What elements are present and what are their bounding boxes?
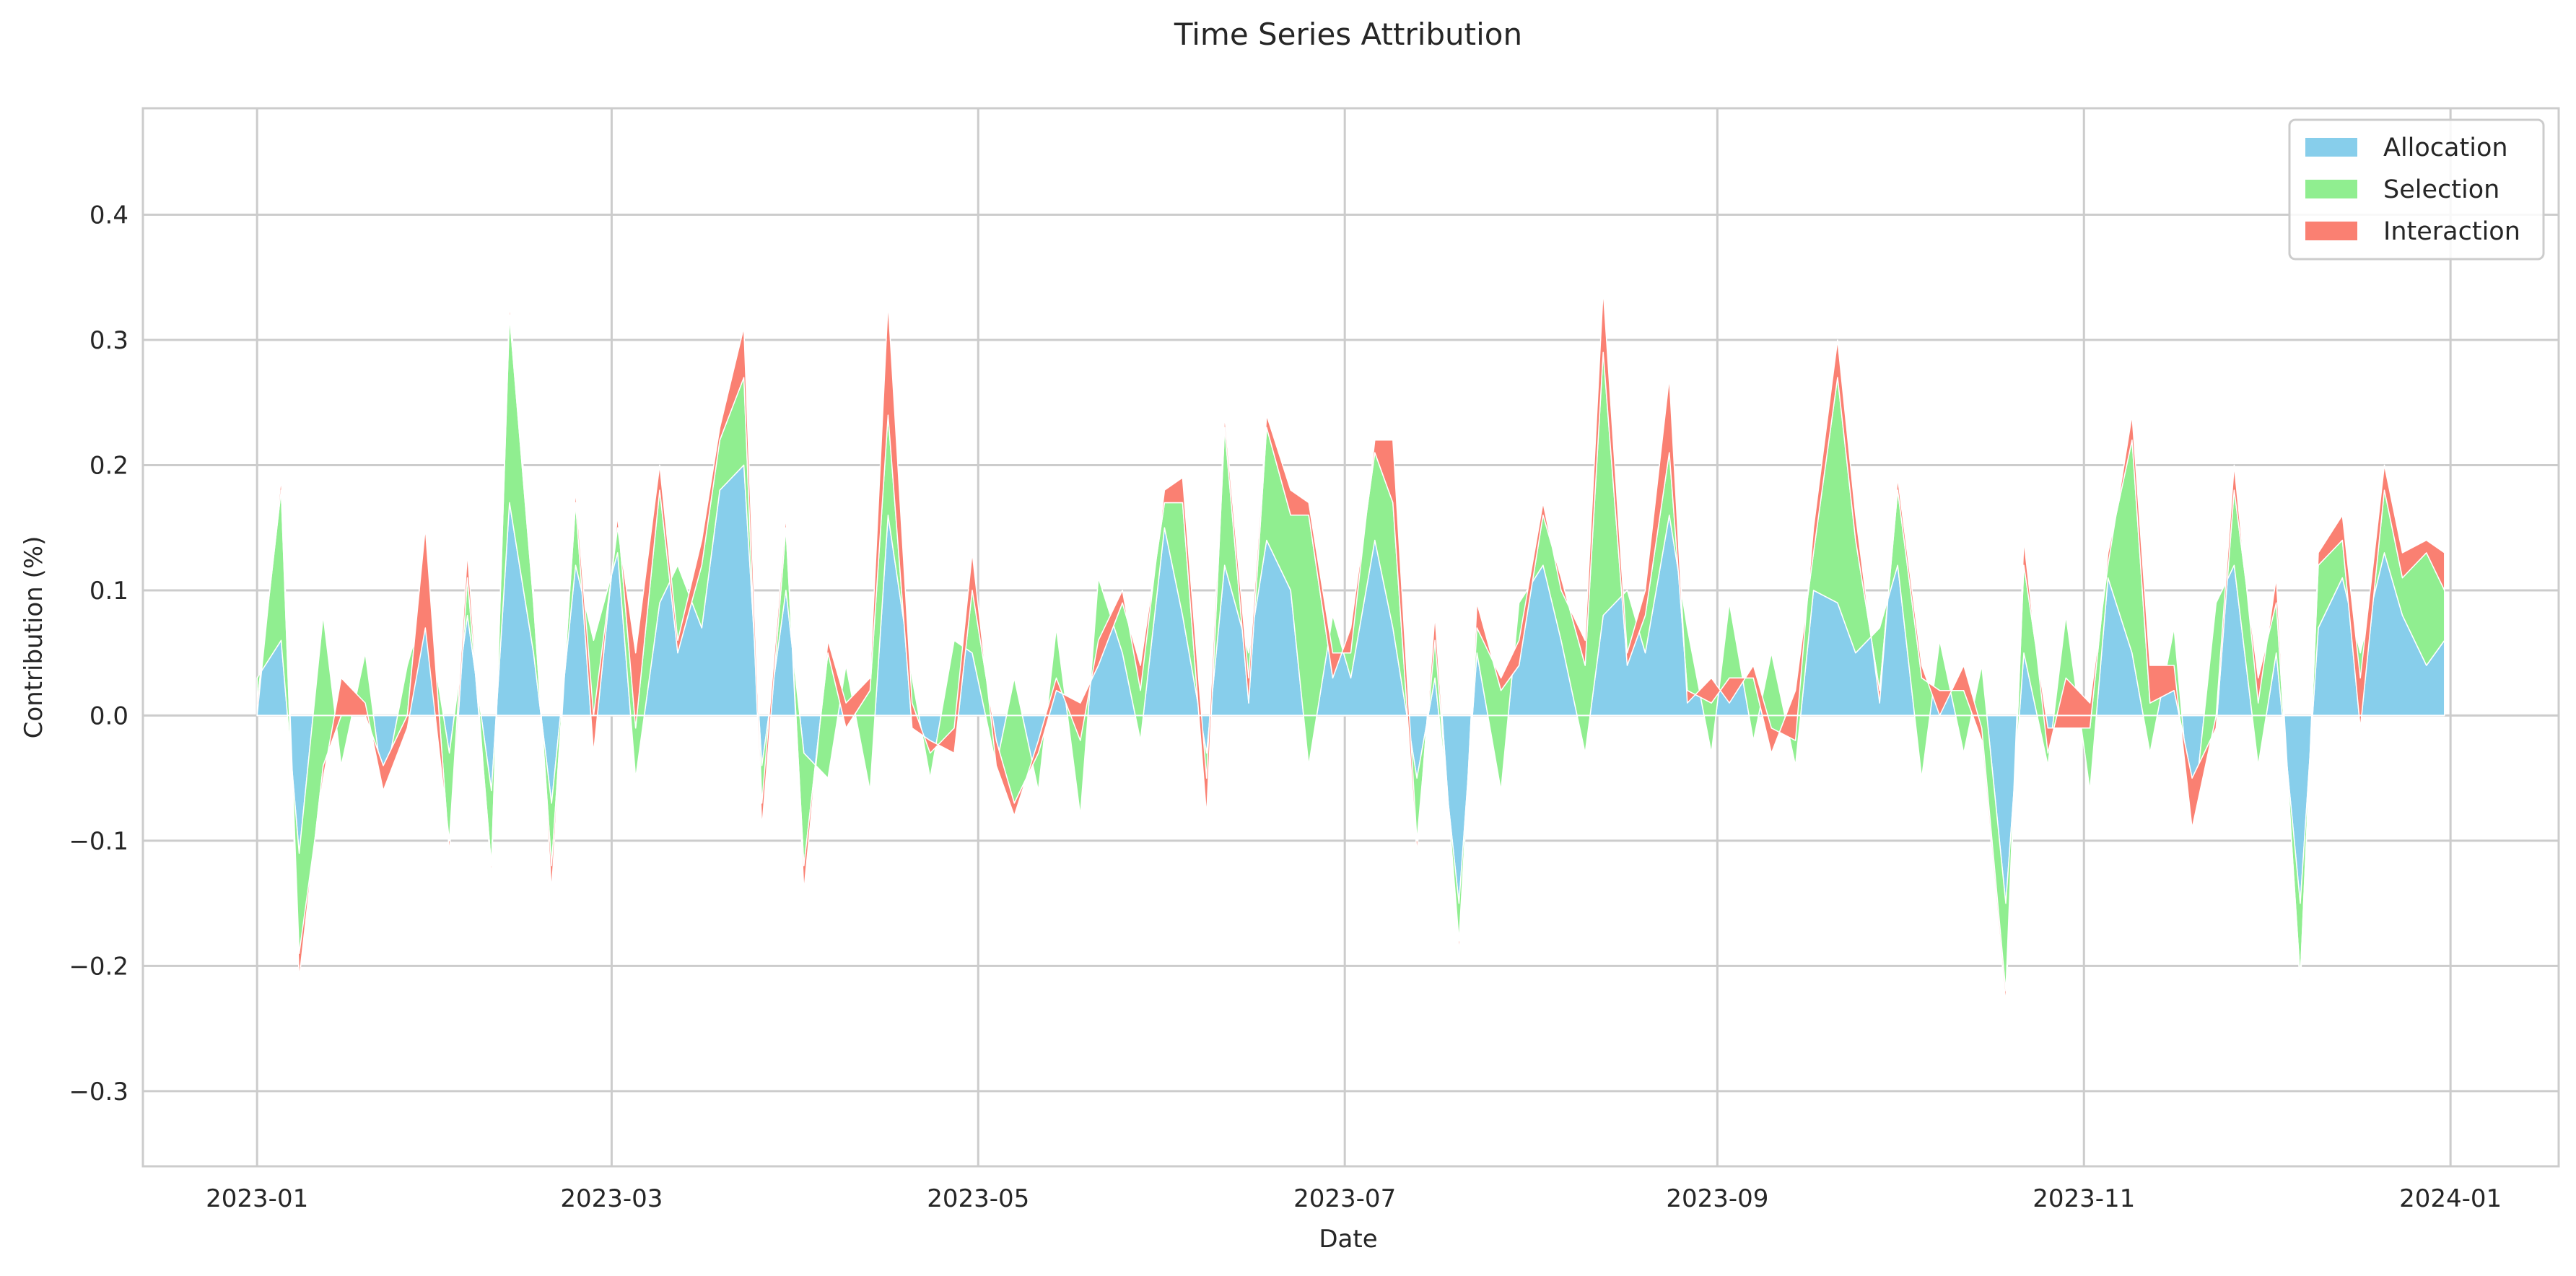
x-tick-label: 2023-11: [2033, 1184, 2135, 1213]
y-tick-label: −0.3: [69, 1078, 128, 1106]
y-tick-label: 0.4: [89, 201, 128, 230]
area-interaction: [256, 289, 2445, 1005]
y-tick-label: −0.2: [69, 952, 128, 981]
y-axis-title: Contribution (%): [19, 536, 48, 739]
x-tick-label: 2023-07: [1293, 1184, 1396, 1213]
x-tick-label: 2024-01: [2399, 1184, 2502, 1213]
x-tick-label: 2023-09: [1666, 1184, 1768, 1213]
x-axis-ticks: 2023-01 2023-03 2023-05 2023-07 2023-09 2023-…: [206, 1184, 2502, 1213]
x-tick-label: 2023-03: [560, 1184, 663, 1213]
legend-label-selection: Selection: [2383, 175, 2499, 204]
y-tick-label: 0.1: [89, 577, 128, 606]
x-tick-label: 2023-05: [927, 1184, 1029, 1213]
y-axis-ticks: −0.3 −0.2 −0.1 0.0 0.1 0.2 0.3 0.4: [69, 201, 128, 1106]
legend-label-interaction: Interaction: [2383, 217, 2520, 246]
chart-title: Time Series Attribution: [1174, 17, 1522, 52]
y-tick-label: −0.1: [69, 827, 128, 856]
y-tick-label: 0.3: [89, 326, 128, 355]
legend: Allocation Selection Interaction: [2288, 118, 2545, 261]
legend-swatch-interaction: [2305, 222, 2357, 240]
legend-swatch-allocation: [2305, 138, 2357, 157]
y-tick-label: 0.2: [89, 451, 128, 480]
x-axis-title: Date: [1319, 1225, 1377, 1254]
y-tick-label: 0.0: [89, 702, 128, 730]
plot-frame: [141, 107, 2560, 1168]
stacked-areas: [256, 289, 2445, 1005]
x-tick-label: 2023-01: [206, 1184, 308, 1213]
legend-swatch-selection: [2305, 180, 2357, 198]
legend-label-allocation: Allocation: [2383, 134, 2508, 162]
